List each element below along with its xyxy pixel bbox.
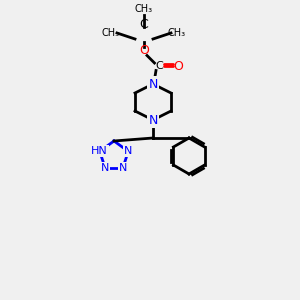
Text: O: O bbox=[174, 59, 183, 73]
Text: CH₃: CH₃ bbox=[135, 4, 153, 14]
Text: N: N bbox=[148, 77, 158, 91]
Text: N: N bbox=[118, 163, 127, 173]
Text: CH₃: CH₃ bbox=[168, 28, 186, 38]
Text: N: N bbox=[124, 146, 133, 156]
Text: CH₃: CH₃ bbox=[102, 28, 120, 38]
Text: N: N bbox=[148, 113, 158, 127]
Text: O: O bbox=[139, 44, 149, 58]
Text: C: C bbox=[155, 61, 163, 71]
Text: HN: HN bbox=[92, 146, 108, 156]
Text: N: N bbox=[101, 163, 110, 173]
Text: C: C bbox=[140, 17, 148, 31]
